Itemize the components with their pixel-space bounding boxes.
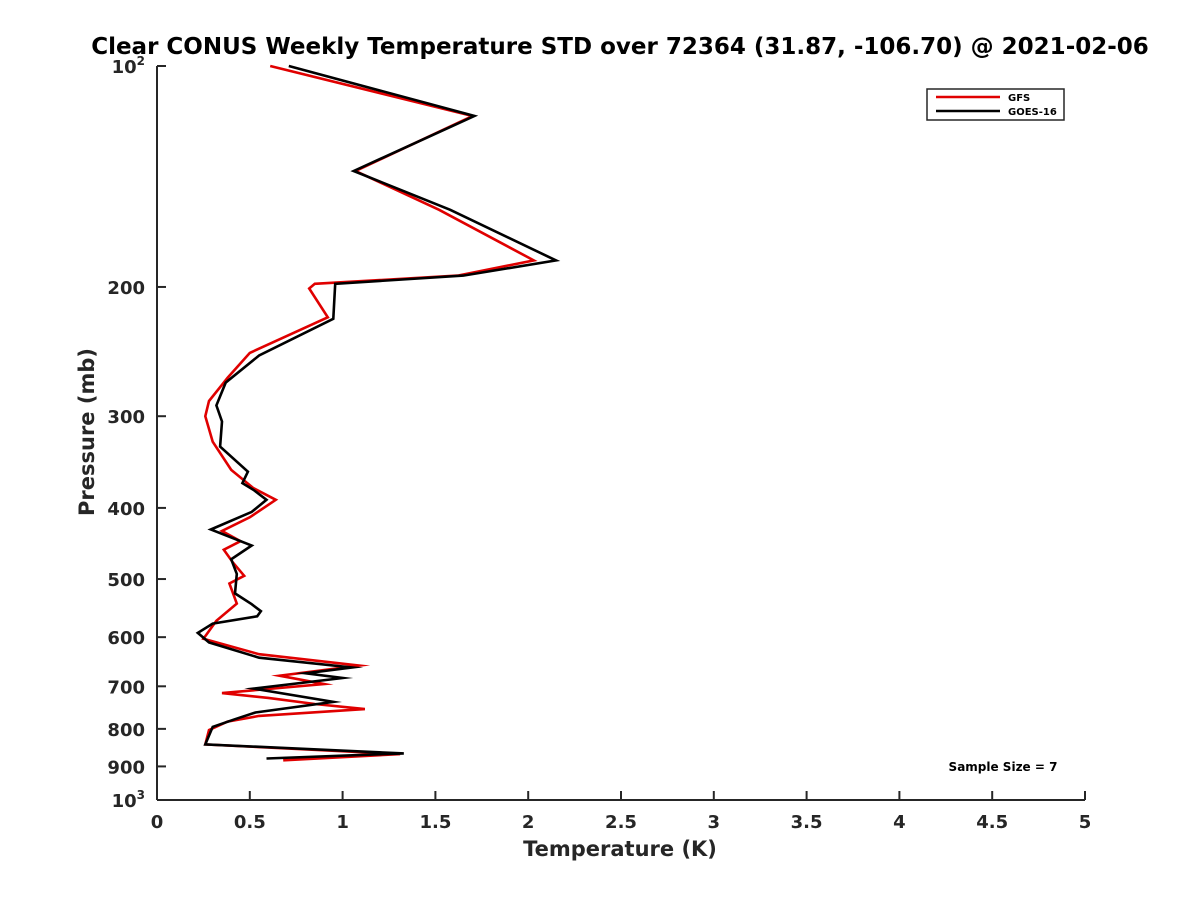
series-line-goes-16 — [195, 64, 561, 760]
x-axis-ticks: 0 0.5 1 1.5 2 2.5 3 3.5 4 4.5 5 — [151, 791, 1092, 833]
x-tick-label: 5 — [1079, 812, 1092, 833]
x-tick-label: 4 — [893, 812, 906, 833]
legend: GFS GOES-16 — [926, 88, 1065, 121]
y-tick-label: 300 — [107, 407, 145, 428]
chart-title: Clear CONUS Weekly Temperature STD over … — [91, 34, 1149, 60]
x-tick-label: 3.5 — [791, 812, 823, 833]
plot-area: 0 0.5 1 1.5 2 2.5 3 3.5 4 4.5 5 1 0 2 200 300 400 500 600… — [107, 54, 1091, 833]
y-tick-label: 103 — [112, 788, 145, 812]
legend-entry-label: GFS — [1008, 93, 1030, 104]
x-tick-label: 1.5 — [419, 812, 451, 833]
y-tick-label: 600 — [107, 628, 145, 649]
y-tick-label: 500 — [107, 570, 145, 591]
y-tick-label: 900 — [107, 757, 145, 778]
y-axis-label: Pressure (mb) — [75, 348, 99, 516]
x-tick-label: 1 — [336, 812, 349, 833]
x-tick-label: 0.5 — [234, 812, 266, 833]
y-tick-label: 200 — [107, 278, 145, 299]
legend-box — [926, 88, 1065, 121]
sample-size-annotation: Sample Size = 7 — [949, 760, 1058, 774]
series-layer — [195, 64, 561, 762]
x-tick-label: 0 — [151, 812, 164, 833]
legend-entry-label: GOES-16 — [1008, 107, 1057, 118]
y-tick-label: 400 — [107, 499, 145, 520]
series-line-gfs — [201, 64, 538, 762]
y-tick-label: 800 — [107, 720, 145, 741]
x-tick-label: 2 — [522, 812, 535, 833]
x-axis-label: Temperature (K) — [523, 837, 717, 861]
x-tick-label: 3 — [708, 812, 721, 833]
x-tick-label: 2.5 — [605, 812, 637, 833]
x-tick-label: 4.5 — [976, 812, 1008, 833]
y-tick-label: 700 — [107, 677, 145, 698]
